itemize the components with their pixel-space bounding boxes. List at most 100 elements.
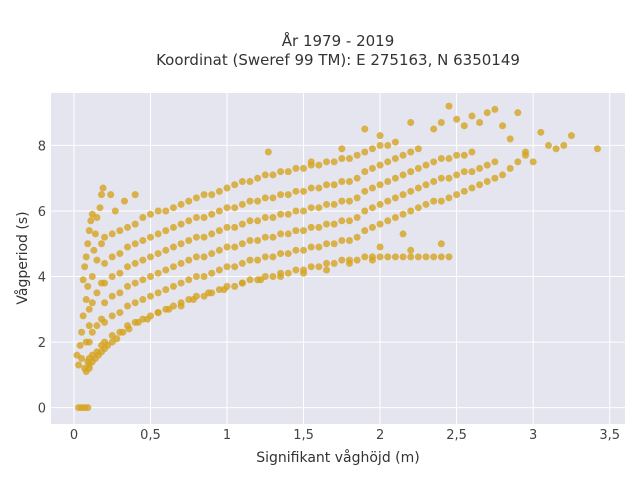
data-point xyxy=(81,263,89,271)
data-point xyxy=(315,243,323,251)
data-point xyxy=(231,181,239,189)
data-point xyxy=(361,227,369,235)
data-point xyxy=(399,253,407,261)
data-point xyxy=(257,276,265,284)
data-point xyxy=(246,217,254,225)
data-point xyxy=(82,368,90,376)
data-point xyxy=(414,204,422,212)
data-point xyxy=(139,236,147,244)
data-point xyxy=(111,207,119,215)
data-point xyxy=(345,217,353,225)
data-point xyxy=(460,122,468,130)
data-point xyxy=(491,105,499,113)
data-point xyxy=(254,197,262,205)
data-point xyxy=(391,214,399,222)
data-point xyxy=(376,200,384,208)
data-point xyxy=(169,204,177,212)
data-point xyxy=(300,207,308,215)
data-point xyxy=(437,118,445,126)
data-point xyxy=(254,236,262,244)
data-point xyxy=(391,138,399,146)
data-point xyxy=(384,141,392,149)
data-point xyxy=(215,266,223,274)
data-point xyxy=(537,128,545,136)
data-point xyxy=(292,187,300,195)
data-point xyxy=(185,217,193,225)
y-tick-label: 6 xyxy=(38,205,46,220)
data-point xyxy=(353,256,361,264)
data-point xyxy=(154,250,162,258)
data-point xyxy=(93,322,101,330)
data-point xyxy=(476,118,484,126)
data-point xyxy=(284,230,292,238)
data-point xyxy=(292,246,300,254)
data-point xyxy=(567,132,575,140)
data-point xyxy=(154,207,162,215)
data-point xyxy=(192,273,200,281)
data-point xyxy=(292,207,300,215)
data-point xyxy=(223,204,231,212)
data-point xyxy=(78,328,86,336)
data-point xyxy=(246,276,254,284)
data-point xyxy=(139,256,147,264)
data-point xyxy=(82,253,90,261)
data-point xyxy=(491,158,499,166)
x-tick-label: 2 xyxy=(376,428,384,443)
data-point xyxy=(376,243,384,251)
data-point xyxy=(85,305,93,313)
data-point xyxy=(483,177,491,185)
data-point xyxy=(284,250,292,258)
data-point xyxy=(368,184,376,192)
data-point xyxy=(169,282,177,290)
data-point xyxy=(292,227,300,235)
data-point xyxy=(146,292,154,300)
data-point xyxy=(124,302,132,310)
y-tick-label: 2 xyxy=(38,336,46,351)
data-point xyxy=(120,197,128,205)
data-point xyxy=(254,217,262,225)
data-point xyxy=(169,223,177,231)
data-point xyxy=(300,164,308,172)
data-point xyxy=(376,141,384,149)
data-point xyxy=(376,220,384,228)
data-point xyxy=(453,191,461,199)
data-point xyxy=(277,230,285,238)
data-point xyxy=(108,312,116,320)
data-point xyxy=(560,141,568,149)
data-point xyxy=(91,230,99,238)
data-point xyxy=(108,230,116,238)
data-point xyxy=(162,246,170,254)
data-point xyxy=(82,295,90,303)
data-point xyxy=(223,223,231,231)
x-tick-label: 2,5 xyxy=(446,428,467,443)
data-point xyxy=(330,158,338,166)
data-point xyxy=(514,158,522,166)
data-point xyxy=(430,197,438,205)
data-point xyxy=(315,161,323,169)
data-point xyxy=(177,302,185,310)
data-point xyxy=(192,194,200,202)
data-point xyxy=(460,151,468,159)
data-point xyxy=(445,253,453,261)
data-point xyxy=(307,223,315,231)
y-axis-ticks: 0 2 4 6 8 xyxy=(38,139,46,416)
data-point xyxy=(116,227,124,235)
data-point xyxy=(269,194,277,202)
data-point xyxy=(131,191,139,199)
data-point xyxy=(407,207,415,215)
data-point xyxy=(277,191,285,199)
data-point xyxy=(246,256,254,264)
data-point xyxy=(124,282,132,290)
data-point xyxy=(108,273,116,281)
data-point xyxy=(200,273,208,281)
data-point xyxy=(323,220,331,228)
data-point xyxy=(514,109,522,117)
data-point xyxy=(300,246,308,254)
data-point xyxy=(300,227,308,235)
data-point xyxy=(399,171,407,179)
data-point xyxy=(238,220,246,228)
data-point xyxy=(93,289,101,297)
data-point xyxy=(284,191,292,199)
data-point xyxy=(246,177,254,185)
data-point xyxy=(79,276,87,284)
